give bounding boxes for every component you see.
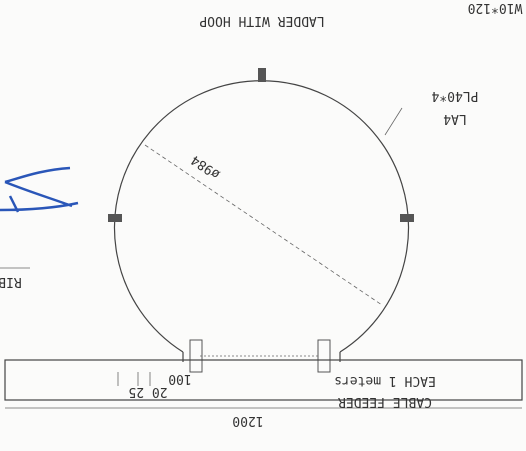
member: LA4 (443, 111, 467, 126)
cable-feeder: CABLE FEEDER (338, 394, 432, 409)
paper (0, 0, 526, 451)
title: LADDER WITH HOOP (199, 13, 324, 28)
cable-each: EACH 1 meters (334, 373, 436, 388)
bolt (400, 214, 414, 222)
section: W10*120 (468, 0, 523, 15)
spacing: 100 (168, 371, 191, 386)
bolt (108, 214, 122, 222)
spacing-small: 20 25 (128, 384, 167, 399)
bolt (258, 68, 266, 82)
plate: PL40*4 (431, 88, 478, 103)
width: 1200 (232, 413, 263, 428)
drawing: LADDER WITH HOOP W10*120 LA4 PL40*4 ø984… (0, 0, 526, 451)
rib: RIB (0, 274, 22, 289)
